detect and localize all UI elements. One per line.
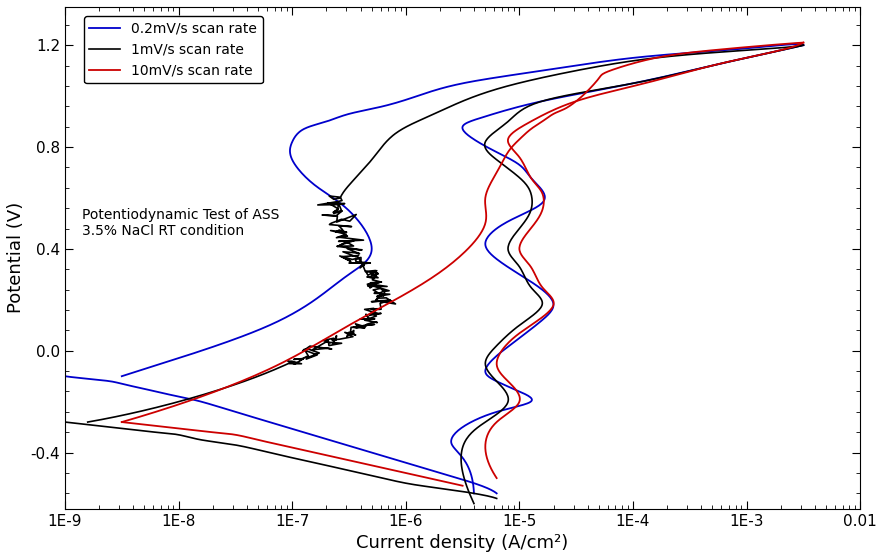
10mV/s scan rate <box>582 88 592 94</box>
0.2mV/s scan rate <box>325 193 336 200</box>
Line: 1mV/s scan rate: 1mV/s scan rate <box>88 45 804 422</box>
Legend: 0.2mV/s scan rate, 1mV/s scan rate, 10mV/s scan rate: 0.2mV/s scan rate, 1mV/s scan rate, 10mV… <box>84 16 263 83</box>
1mV/s scan rate <box>82 419 93 425</box>
0.2mV/s scan rate <box>798 42 809 49</box>
1mV/s scan rate <box>424 113 435 120</box>
X-axis label: Current density (A/cm²): Current density (A/cm²) <box>356 534 568 552</box>
0.2mV/s scan rate <box>362 106 373 113</box>
1mV/s scan rate <box>379 140 390 147</box>
10mV/s scan rate <box>320 336 331 343</box>
0.2mV/s scan rate <box>791 41 802 48</box>
0.2mV/s scan rate <box>432 86 443 93</box>
10mV/s scan rate <box>558 106 568 113</box>
Line: 10mV/s scan rate: 10mV/s scan rate <box>122 42 804 422</box>
0.2mV/s scan rate <box>117 373 127 380</box>
Y-axis label: Potential (V): Potential (V) <box>7 202 25 314</box>
10mV/s scan rate <box>481 190 492 197</box>
1mV/s scan rate <box>798 42 809 49</box>
10mV/s scan rate <box>798 39 809 46</box>
Line: 0.2mV/s scan rate: 0.2mV/s scan rate <box>122 44 804 376</box>
1mV/s scan rate <box>369 305 379 312</box>
1mV/s scan rate <box>332 205 343 212</box>
0.2mV/s scan rate <box>429 87 439 94</box>
10mV/s scan rate <box>117 419 127 425</box>
1mV/s scan rate <box>308 347 318 353</box>
0.2mV/s scan rate <box>288 158 299 165</box>
10mV/s scan rate <box>581 89 591 96</box>
1mV/s scan rate <box>480 89 491 96</box>
10mV/s scan rate <box>499 154 510 160</box>
0.2mV/s scan rate <box>285 312 295 319</box>
Text: Potentiodynamic Test of ASS
3.5% NaCl RT condition: Potentiodynamic Test of ASS 3.5% NaCl RT… <box>82 207 280 238</box>
